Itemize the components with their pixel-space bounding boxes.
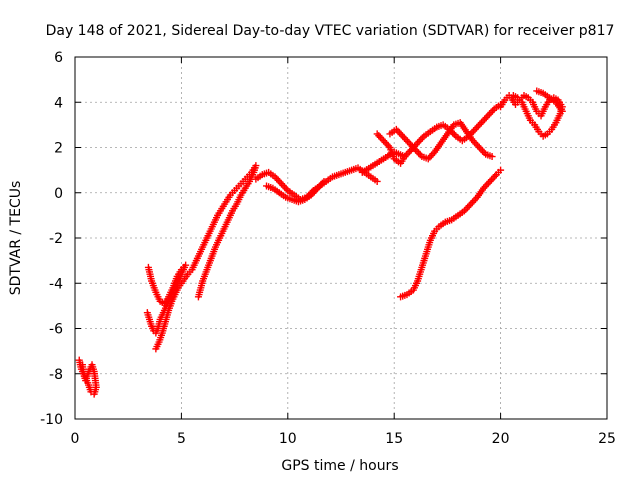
y-tick-label: 0 [54,186,63,202]
grid [75,57,607,419]
data-point [558,107,566,115]
data-point [373,177,381,185]
data-point [401,153,409,161]
data-point [78,361,86,369]
series-arc-3 [152,270,192,353]
data-point [144,263,152,271]
data-point [194,293,202,301]
y-tick-label: -6 [49,322,63,338]
series-arc-8 [386,119,496,163]
y-tick-label: -8 [49,367,63,383]
series-arc-5 [252,164,381,204]
series-arc-10 [397,166,505,301]
series-arc-9 [358,148,409,176]
series-arc-12 [533,87,566,115]
data-point [320,177,328,185]
y-tick-label: -2 [49,231,63,247]
x-axis-label: GPS time / hours [281,458,398,474]
x-tick-label: 15 [385,431,403,447]
y-tick-label: -4 [49,276,63,292]
data-point [497,166,505,174]
series-arc-6 [263,177,328,206]
x-tick-label: 25 [598,431,616,447]
data-point [507,94,515,102]
y-tick-label: 2 [54,141,63,157]
x-tick-label: 10 [279,431,297,447]
x-tick-label: 5 [177,431,186,447]
series-arc-11 [497,91,566,140]
y-tick-label: 4 [54,95,63,111]
data-marks [75,87,566,398]
chart-title: Day 148 of 2021, Sidereal Day-to-day VTE… [46,23,615,39]
axis-ticks: 0 5 10 15 20 25 -10 -8 -6 -4 -2 0 2 4 6 [40,50,616,447]
y-tick-label: 6 [54,50,63,66]
data-point [488,153,496,161]
y-axis-label: SDTVAR / TECUs [8,181,24,296]
y-tick-label: -10 [40,412,63,428]
x-tick-label: 0 [71,431,80,447]
x-tick-label: 20 [492,431,510,447]
series-arc-4 [184,162,260,301]
series-arc-1 [75,356,100,398]
